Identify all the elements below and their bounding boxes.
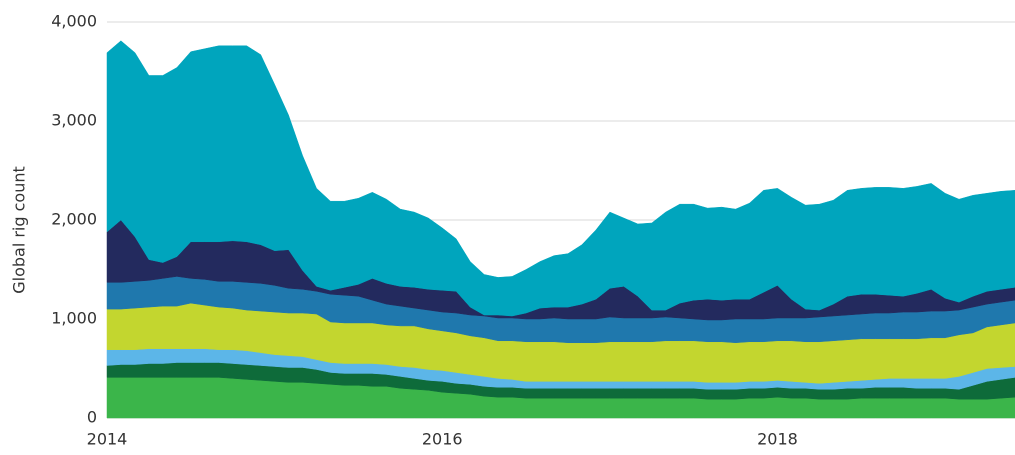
x-tick-label: 2016 (422, 430, 463, 449)
y-axis-label: Global rig count (10, 166, 29, 294)
y-tick-label: 0 (87, 408, 97, 427)
y-tick-label: 2,000 (51, 210, 97, 229)
x-tick-label: 2018 (757, 430, 798, 449)
y-tick-label: 4,000 (51, 12, 97, 31)
y-tick-label: 3,000 (51, 111, 97, 130)
x-tick-label: 2014 (87, 430, 128, 449)
area (106, 40, 1015, 317)
y-tick-label: 1,000 (51, 309, 97, 328)
